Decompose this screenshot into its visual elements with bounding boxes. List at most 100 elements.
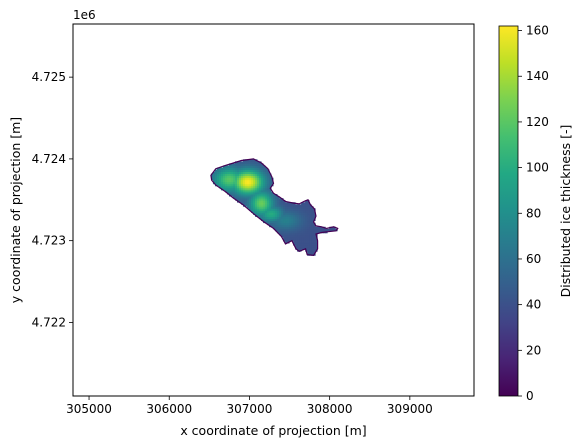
field-cell — [247, 200, 250, 203]
field-cell — [301, 224, 304, 228]
field-cell — [247, 163, 250, 166]
field-cell — [263, 194, 266, 197]
field-cell — [295, 239, 298, 242]
field-cell — [283, 212, 286, 215]
field-cell — [259, 183, 262, 187]
field-cell — [287, 220, 290, 224]
field-cell — [226, 165, 230, 168]
plot-area — [72, 23, 475, 397]
field-cell — [259, 169, 262, 172]
field-cell — [295, 234, 298, 238]
field-cell — [305, 239, 308, 242]
field-cell — [315, 243, 318, 246]
field-cell — [263, 165, 266, 168]
field-cell — [287, 206, 290, 209]
field-cell — [230, 194, 234, 197]
field-cell — [237, 192, 240, 195]
field-cell — [257, 210, 260, 213]
field-cell — [285, 241, 288, 244]
field-cell — [307, 230, 310, 234]
field-cell — [257, 196, 260, 199]
field-cell — [220, 177, 224, 181]
field-cell — [243, 167, 246, 170]
field-cell — [218, 177, 222, 181]
field-cell — [297, 234, 300, 238]
field-cell — [293, 208, 296, 211]
field-cell — [291, 224, 294, 228]
field-cell — [277, 216, 280, 219]
field-cell — [283, 202, 286, 205]
field-cell — [273, 218, 276, 222]
field-cell — [212, 179, 216, 183]
field-cell — [277, 212, 280, 215]
field-cell — [255, 189, 258, 193]
field-cell — [301, 232, 304, 236]
field-cell — [269, 183, 272, 187]
field-cell — [233, 173, 236, 177]
field-cell — [279, 216, 282, 219]
field-cell — [224, 173, 228, 177]
field-cell — [257, 167, 260, 170]
field-cell — [224, 177, 228, 181]
x-tick-label: 307000 — [227, 402, 273, 416]
field-cell — [224, 181, 228, 185]
field-cell — [291, 208, 294, 211]
field-cell — [243, 177, 246, 181]
field-cell — [239, 198, 242, 201]
field-cell — [255, 163, 258, 166]
field-cell — [249, 208, 252, 211]
field-cell — [307, 251, 310, 254]
field-cell — [287, 210, 290, 213]
field-cell — [255, 194, 258, 197]
field-cell — [216, 173, 220, 177]
field-cell — [259, 200, 262, 203]
field-cell — [247, 204, 250, 207]
field-cell — [307, 220, 310, 224]
field-cell — [251, 198, 254, 201]
field-cell — [313, 226, 316, 230]
field-cell — [267, 196, 270, 199]
field-cell — [235, 183, 238, 187]
field-cell — [214, 177, 218, 181]
field-cell — [291, 202, 294, 205]
field-cell — [265, 196, 268, 199]
field-cell — [311, 228, 314, 232]
field-cell — [251, 165, 254, 168]
field-cell — [309, 226, 312, 230]
field-cell — [263, 204, 266, 207]
field-cell — [226, 177, 230, 181]
field-cell — [287, 230, 290, 234]
field-cell — [233, 177, 236, 181]
field-cell — [261, 185, 264, 189]
field-cell — [267, 208, 270, 211]
field-cell — [271, 222, 274, 226]
field-cell — [289, 224, 292, 228]
field-cell — [309, 214, 312, 217]
field-cell — [241, 192, 244, 195]
field-cell — [249, 196, 252, 199]
field-cell — [222, 173, 226, 177]
field-cell — [253, 183, 256, 187]
field-cell — [239, 187, 242, 191]
field-cell — [226, 185, 230, 189]
field-cell — [317, 228, 320, 232]
field-cell — [237, 198, 240, 201]
field-cell — [305, 236, 308, 240]
field-cell — [257, 208, 260, 211]
field-cell — [243, 198, 246, 201]
colorbar-ticks: 0 20 40 60 80 100 120 140 160 — [518, 24, 549, 403]
field-cell — [230, 167, 234, 170]
x-tick-label: 308000 — [307, 402, 353, 416]
field-cell — [275, 220, 278, 224]
field-cell — [237, 173, 240, 177]
field-cell — [247, 185, 250, 189]
field-cell — [255, 169, 258, 172]
field-cell — [245, 192, 248, 195]
field-cell — [255, 202, 258, 205]
field-cell — [241, 179, 244, 183]
field-cell — [263, 192, 266, 195]
field-cell — [301, 216, 304, 219]
field-cell — [261, 187, 264, 191]
field-cell — [245, 187, 248, 191]
field-cell — [305, 247, 308, 250]
